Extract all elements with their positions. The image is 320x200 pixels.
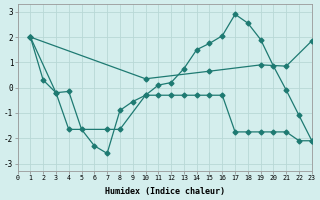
- X-axis label: Humidex (Indice chaleur): Humidex (Indice chaleur): [105, 187, 225, 196]
